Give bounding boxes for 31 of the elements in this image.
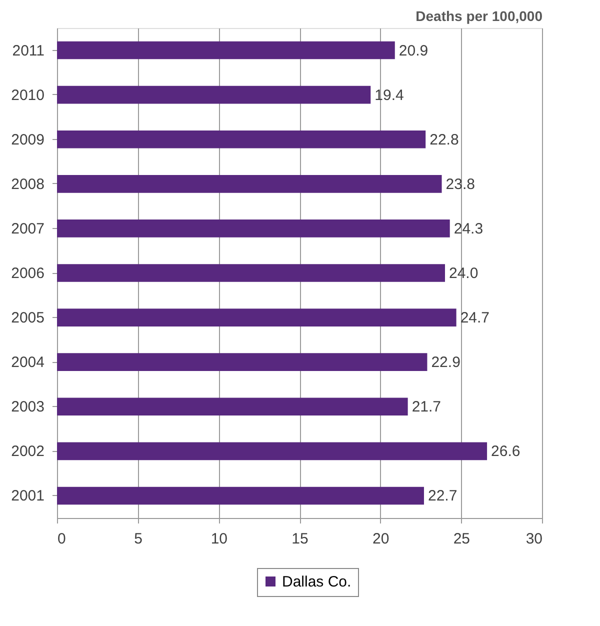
data-label: 26.6 <box>491 443 520 460</box>
x-tick-label: 15 <box>292 530 308 548</box>
y-tick-label: 2004 <box>11 354 44 372</box>
x-tick-label: 10 <box>210 530 228 548</box>
y-tick-label: 2007 <box>11 220 44 238</box>
legend-label: Dallas Co. <box>282 574 352 590</box>
y-tick-label: 2003 <box>11 398 44 416</box>
data-label: 22.7 <box>428 488 458 505</box>
x-tick-label: 25 <box>453 530 470 548</box>
y-tick-label: 2006 <box>11 265 44 282</box>
y-tick-label: 2010 <box>11 86 44 104</box>
x-tick-label: 0 <box>58 530 66 548</box>
data-label: 24.7 <box>460 310 490 327</box>
data-label: 20.9 <box>398 42 428 60</box>
data-label: 22.8 <box>430 131 459 148</box>
data-label: 24.0 <box>449 265 478 282</box>
y-tick-label: 2001 <box>11 488 44 505</box>
y-tick-label: 2005 <box>11 310 44 327</box>
y-tick-label: 2011 <box>12 42 44 60</box>
x-tick-label: 30 <box>526 530 542 548</box>
data-label: 19.4 <box>374 86 404 104</box>
chart-title: Deaths per 100,000 <box>416 8 543 24</box>
data-label: 21.7 <box>412 398 442 416</box>
data-label: 24.3 <box>454 220 484 238</box>
data-label: 22.9 <box>431 354 460 372</box>
x-tick-label: 5 <box>134 530 143 548</box>
data-label: 23.8 <box>446 176 475 193</box>
x-tick-label: 20 <box>372 530 390 548</box>
y-tick-label: 2009 <box>11 131 44 148</box>
y-tick-label: 2002 <box>11 443 44 460</box>
y-tick-label: 2008 <box>11 176 44 193</box>
